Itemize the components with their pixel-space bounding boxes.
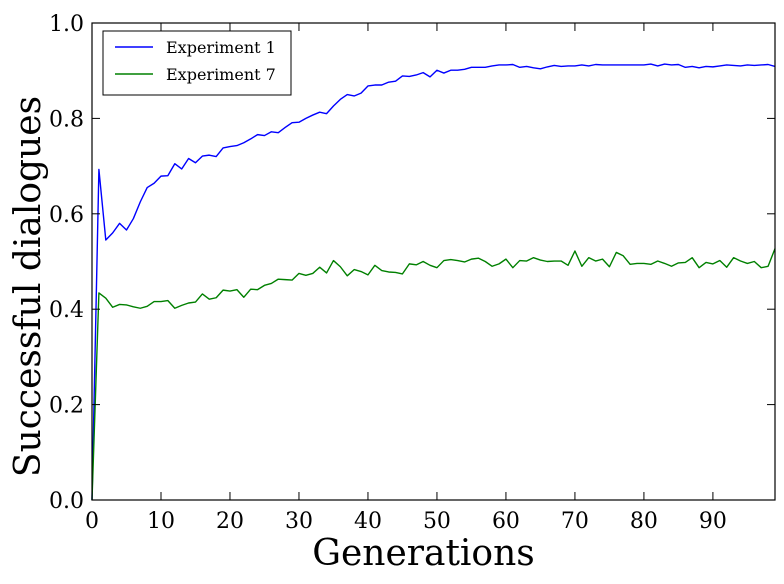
x-tick-label: 70: [561, 509, 589, 534]
legend-label-1: Experiment 1: [166, 38, 276, 57]
x-tick-label: 10: [147, 509, 175, 534]
x-tick-label: 90: [699, 509, 727, 534]
x-tick-label: 40: [354, 509, 382, 534]
x-tick-label: 0: [85, 509, 99, 534]
x-tick-label: 20: [216, 509, 244, 534]
y-tick-label: 0.4: [49, 298, 84, 323]
y-tick-label: 0.0: [49, 489, 84, 514]
axes-frame: [91, 22, 776, 501]
x-tick-label: 30: [285, 509, 313, 534]
y-tick-label: 0.6: [49, 203, 84, 228]
y-tick-label: 1.0: [49, 12, 84, 37]
legend: Experiment 1 Experiment 7: [102, 30, 292, 96]
x-tick-label: 80: [630, 509, 658, 534]
series-line-2: [91, 248, 776, 501]
y-tick-label: 0.2: [49, 394, 84, 419]
x-tick-label: 60: [492, 509, 520, 534]
axes: 0 10 20 30 40 50 60 70 80 90 0.0 0.2 0.4 0.6 0.8 1.0 Gen…: [8, 12, 776, 574]
x-tick-label: 50: [423, 509, 451, 534]
legend-box: [102, 30, 292, 96]
y-axis-title: Successful dialogues: [8, 96, 49, 477]
series-line-1: [91, 63, 776, 501]
y-tick-label: 0.8: [49, 107, 84, 132]
legend-label-2: Experiment 7: [166, 65, 276, 84]
plot-area: [91, 63, 776, 501]
x-axis-title: Generations: [312, 533, 535, 574]
